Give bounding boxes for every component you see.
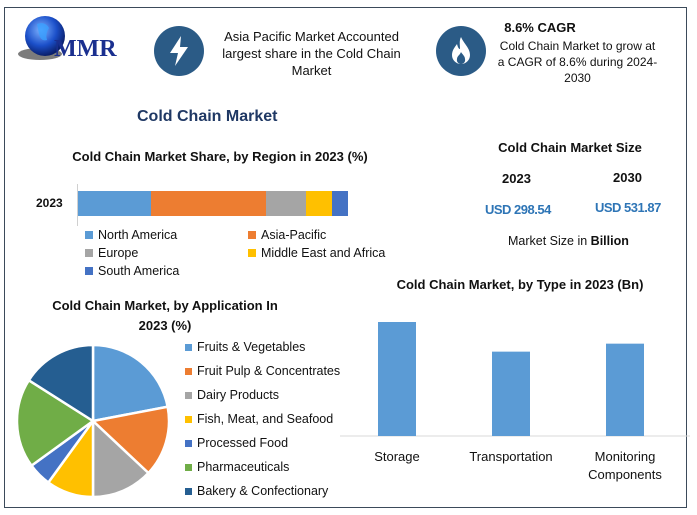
pie-chart-title: Cold Chain Market, by Application In 202… bbox=[52, 298, 278, 333]
legend-swatch bbox=[248, 231, 256, 239]
region-segment-asia-pacific bbox=[150, 191, 266, 216]
region-legend-item: South America bbox=[85, 264, 179, 278]
pie-legend-item: Pharmaceuticals bbox=[185, 460, 289, 474]
pie-legend-item: Dairy Products bbox=[185, 388, 279, 402]
legend-swatch bbox=[185, 415, 192, 423]
legend-label: Asia-Pacific bbox=[261, 228, 327, 242]
pie-legend-item: Fish, Meat, and Seafood bbox=[185, 412, 333, 426]
main-title: Cold Chain Market bbox=[137, 108, 278, 125]
pie-slice-pharmaceuticals bbox=[15, 378, 96, 468]
legend-swatch bbox=[85, 231, 93, 239]
note-prefix: Market Size in bbox=[508, 234, 591, 248]
region-segment-europe bbox=[265, 191, 307, 216]
cagr-text: Cold Chain Market to grow at a CAGR of 8… bbox=[497, 39, 658, 85]
pie-chart bbox=[15, 343, 171, 499]
region-legend-item: Middle East and Africa bbox=[248, 246, 385, 260]
flame-icon bbox=[436, 26, 486, 76]
highlight-asia-pacific: Asia Pacific Market Accounted largest sh… bbox=[222, 29, 401, 78]
value-2023: USD 298.54 bbox=[485, 202, 551, 217]
pie-legend-item: Fruits & Vegetables bbox=[185, 340, 305, 354]
legend-swatch bbox=[185, 343, 192, 351]
region-axis bbox=[77, 184, 78, 226]
legend-swatch bbox=[185, 367, 192, 375]
type-chart-title: Cold Chain Market, by Type in 2023 (Bn) bbox=[396, 277, 644, 292]
pie-legend-item: Fruit Pulp & Concentrates bbox=[185, 364, 340, 378]
lightning-icon bbox=[154, 26, 204, 76]
market-size-note: Market Size in Billion bbox=[508, 234, 629, 248]
legend-swatch bbox=[185, 487, 192, 495]
type-bar-storage bbox=[378, 322, 416, 436]
legend-swatch bbox=[185, 391, 192, 399]
frame-border bbox=[4, 7, 687, 508]
legend-swatch bbox=[85, 249, 93, 257]
type-bar-chart bbox=[340, 322, 690, 437]
globe-icon bbox=[18, 16, 65, 60]
mmr-logo: MMR bbox=[12, 14, 142, 70]
legend-swatch bbox=[248, 249, 256, 257]
legend-swatch bbox=[185, 439, 192, 447]
region-stacked-bar bbox=[78, 191, 348, 216]
type-category-label: Transportation bbox=[469, 449, 553, 464]
legend-swatch bbox=[85, 267, 93, 275]
pie-legend-item: Processed Food bbox=[185, 436, 288, 450]
note-unit: Billion bbox=[590, 234, 629, 248]
type-category-label: Storage bbox=[374, 449, 420, 464]
type-category-label: Monitoring Components bbox=[588, 449, 662, 482]
legend-label: Bakery & Confectionary bbox=[197, 484, 329, 498]
region-category-label: 2023 bbox=[36, 196, 63, 210]
type-bar-monitoring-components bbox=[606, 343, 644, 436]
cagr-title: 8.6% CAGR bbox=[504, 20, 576, 35]
legend-label: Dairy Products bbox=[197, 388, 279, 402]
type-bar-transportation bbox=[492, 351, 530, 436]
region-chart-title: Cold Chain Market Share, by Region in 20… bbox=[72, 149, 368, 164]
region-segment-middle-east-and-africa bbox=[306, 191, 332, 216]
legend-label: Europe bbox=[98, 246, 139, 260]
legend-label: Fish, Meat, and Seafood bbox=[197, 412, 334, 426]
legend-label: Fruits & Vegetables bbox=[197, 340, 306, 354]
legend-label: South America bbox=[98, 264, 180, 278]
market-size-title: Cold Chain Market Size bbox=[498, 140, 642, 155]
year-2023: 2023 bbox=[502, 171, 531, 186]
region-segment-north-america bbox=[78, 191, 151, 216]
region-legend-item: Asia-Pacific bbox=[248, 228, 326, 242]
region-legend-item: Europe bbox=[85, 246, 138, 260]
year-2030: 2030 bbox=[613, 170, 642, 185]
legend-label: Processed Food bbox=[197, 436, 289, 450]
pie-slice-bakery-confectionary bbox=[27, 343, 95, 424]
region-segment-south-america bbox=[331, 191, 348, 216]
legend-label: North America bbox=[98, 228, 178, 242]
legend-label: Fruit Pulp & Concentrates bbox=[197, 364, 341, 378]
region-legend-item: North America bbox=[85, 228, 177, 242]
legend-label: Pharmaceuticals bbox=[197, 460, 290, 474]
logo-text: MMR bbox=[54, 36, 117, 62]
value-2030: USD 531.87 bbox=[595, 200, 661, 215]
pie-slice-fruits-vegetables bbox=[91, 343, 170, 423]
pie-legend-item: Bakery & Confectionary bbox=[185, 484, 328, 498]
legend-label: Middle East and Africa bbox=[261, 246, 386, 260]
pie-slice-fruit-pulp-concentrates bbox=[90, 405, 171, 475]
legend-swatch bbox=[185, 463, 192, 471]
